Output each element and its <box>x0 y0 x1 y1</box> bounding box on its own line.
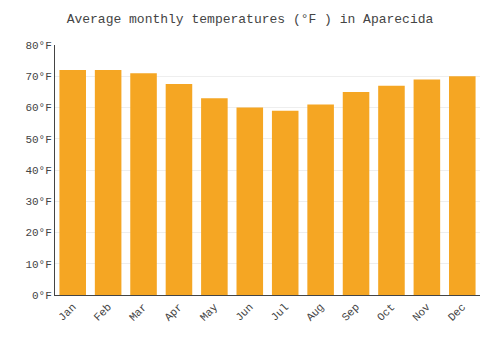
svg-text:Aug: Aug <box>304 301 326 323</box>
svg-text:Average monthly temperatures (: Average monthly temperatures (°F ) in Ap… <box>67 12 434 27</box>
svg-text:Nov: Nov <box>410 301 433 324</box>
svg-text:Jan: Jan <box>56 301 78 323</box>
svg-text:Feb: Feb <box>92 301 114 323</box>
svg-text:60°F: 60°F <box>25 102 51 114</box>
svg-text:Jun: Jun <box>233 301 255 323</box>
svg-text:10°F: 10°F <box>25 259 51 271</box>
svg-text:Sep: Sep <box>340 301 362 323</box>
svg-text:30°F: 30°F <box>25 196 51 208</box>
svg-text:70°F: 70°F <box>25 71 51 83</box>
svg-text:Apr: Apr <box>162 301 184 323</box>
svg-text:May: May <box>198 301 221 324</box>
svg-text:80°F: 80°F <box>25 40 51 52</box>
svg-text:0°F: 0°F <box>32 290 52 302</box>
svg-text:Dec: Dec <box>446 301 468 323</box>
svg-text:Mar: Mar <box>127 301 149 323</box>
svg-text:50°F: 50°F <box>25 134 51 146</box>
svg-text:20°F: 20°F <box>25 227 51 239</box>
svg-text:40°F: 40°F <box>25 165 51 177</box>
svg-text:Jul: Jul <box>269 301 291 323</box>
svg-text:Oct: Oct <box>375 301 397 323</box>
